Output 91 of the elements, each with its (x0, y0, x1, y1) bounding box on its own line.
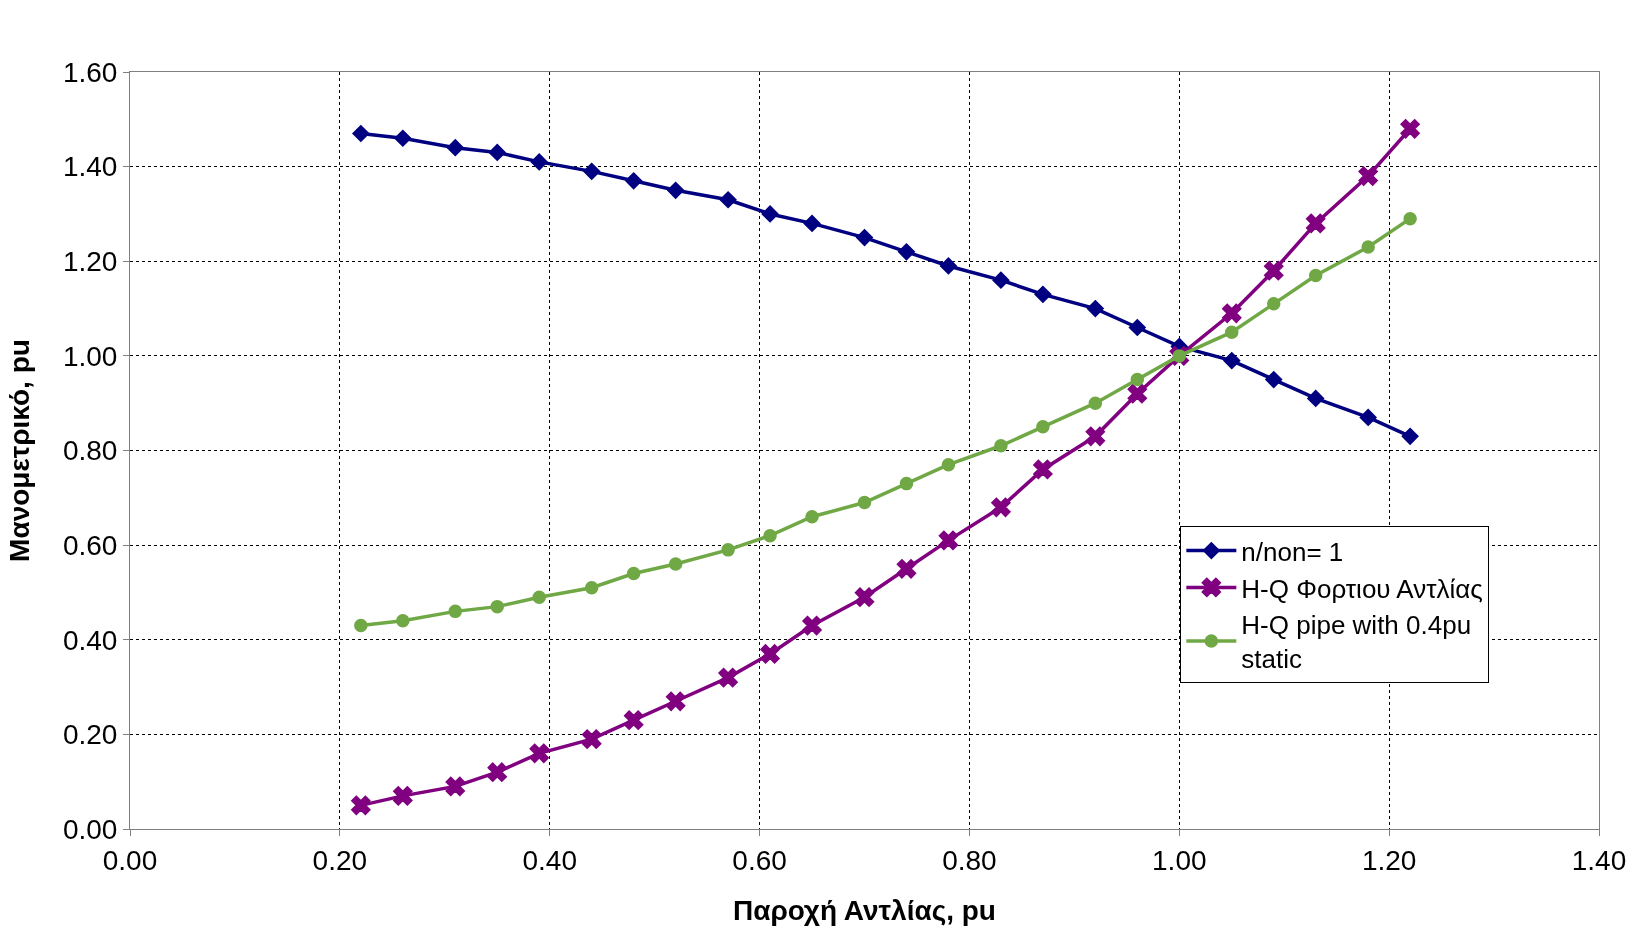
point (1225, 325, 1239, 339)
point (899, 476, 914, 491)
point (761, 205, 779, 223)
point (1266, 297, 1281, 311)
y-tick-label: 0.00 (62, 813, 118, 845)
point (719, 191, 737, 209)
x-tick-label: 0.80 (942, 844, 997, 876)
point (802, 615, 822, 636)
y-tick-label: 0.40 (62, 624, 118, 656)
x-tick-label: 1.00 (1152, 844, 1207, 876)
y-tick-label: 0.60 (62, 529, 118, 561)
x-axis-title: Παροχή Αντλίας, pu (733, 894, 996, 926)
point (448, 604, 463, 619)
point (1130, 372, 1145, 387)
point (763, 528, 777, 543)
point (760, 644, 780, 664)
point (1036, 420, 1050, 434)
point (1263, 260, 1284, 281)
point (446, 139, 464, 157)
legend-label: H-Q Φορτιου Αντλίας (1241, 573, 1483, 604)
point (805, 509, 819, 524)
point (1034, 285, 1052, 303)
point (1128, 318, 1146, 337)
point (721, 543, 735, 557)
point (583, 162, 601, 180)
point (351, 795, 371, 816)
point (393, 786, 413, 806)
y-tick-label: 1.40 (62, 151, 118, 183)
point (1403, 211, 1417, 226)
y-tick-label: 1.60 (62, 56, 118, 88)
point (1308, 268, 1323, 283)
point (938, 530, 959, 551)
point (352, 124, 370, 143)
point (668, 557, 683, 571)
point (584, 580, 599, 595)
point (1358, 166, 1378, 186)
point (529, 743, 550, 764)
point (394, 129, 412, 147)
point (1221, 303, 1242, 324)
point (1361, 240, 1375, 254)
point (1307, 389, 1325, 408)
x-tick-label: 0.20 (312, 844, 368, 876)
point (626, 566, 641, 581)
point (994, 439, 1008, 453)
point (1085, 426, 1106, 447)
point (1086, 300, 1104, 318)
point (1223, 352, 1241, 370)
point (897, 243, 916, 261)
point (623, 710, 644, 730)
point (667, 181, 685, 199)
point (1127, 383, 1148, 404)
x-tick-label: 1.20 (1361, 844, 1417, 876)
point (532, 590, 546, 604)
point (581, 729, 602, 749)
y-tick-label: 1.00 (62, 340, 118, 372)
point (530, 153, 548, 171)
x-tick-label: 1.40 (1571, 844, 1627, 876)
point (1400, 118, 1420, 139)
point (625, 172, 643, 190)
point (1401, 427, 1419, 445)
point (490, 599, 504, 614)
point (857, 495, 872, 510)
y-axis-title: Μανομετρικό, pu (3, 339, 35, 562)
point (1088, 396, 1103, 410)
x-tick-label: 0.60 (732, 844, 787, 876)
point (941, 457, 956, 472)
y-tick-label: 0.80 (62, 435, 118, 467)
legend-label: H-Q pipe with 0.4pu static (1241, 610, 1472, 675)
point (445, 776, 466, 797)
legend-label: n/non= 1 (1241, 536, 1344, 567)
point (488, 143, 506, 161)
point (896, 558, 917, 579)
point (1305, 213, 1326, 234)
point (1359, 408, 1377, 426)
point (354, 618, 368, 633)
point (939, 257, 957, 275)
y-tick-label: 1.20 (62, 246, 118, 278)
point (991, 497, 1011, 518)
point (854, 587, 875, 607)
point (1033, 459, 1053, 480)
point (396, 614, 410, 628)
point (855, 229, 874, 247)
x-tick-label: 0.40 (522, 844, 577, 876)
point (1265, 370, 1283, 389)
point (718, 667, 738, 688)
point (487, 762, 508, 783)
point (803, 214, 821, 232)
point (992, 271, 1010, 289)
y-tick-label: 0.20 (62, 719, 118, 751)
point (665, 691, 686, 712)
x-tick-label: 0.00 (102, 844, 158, 876)
